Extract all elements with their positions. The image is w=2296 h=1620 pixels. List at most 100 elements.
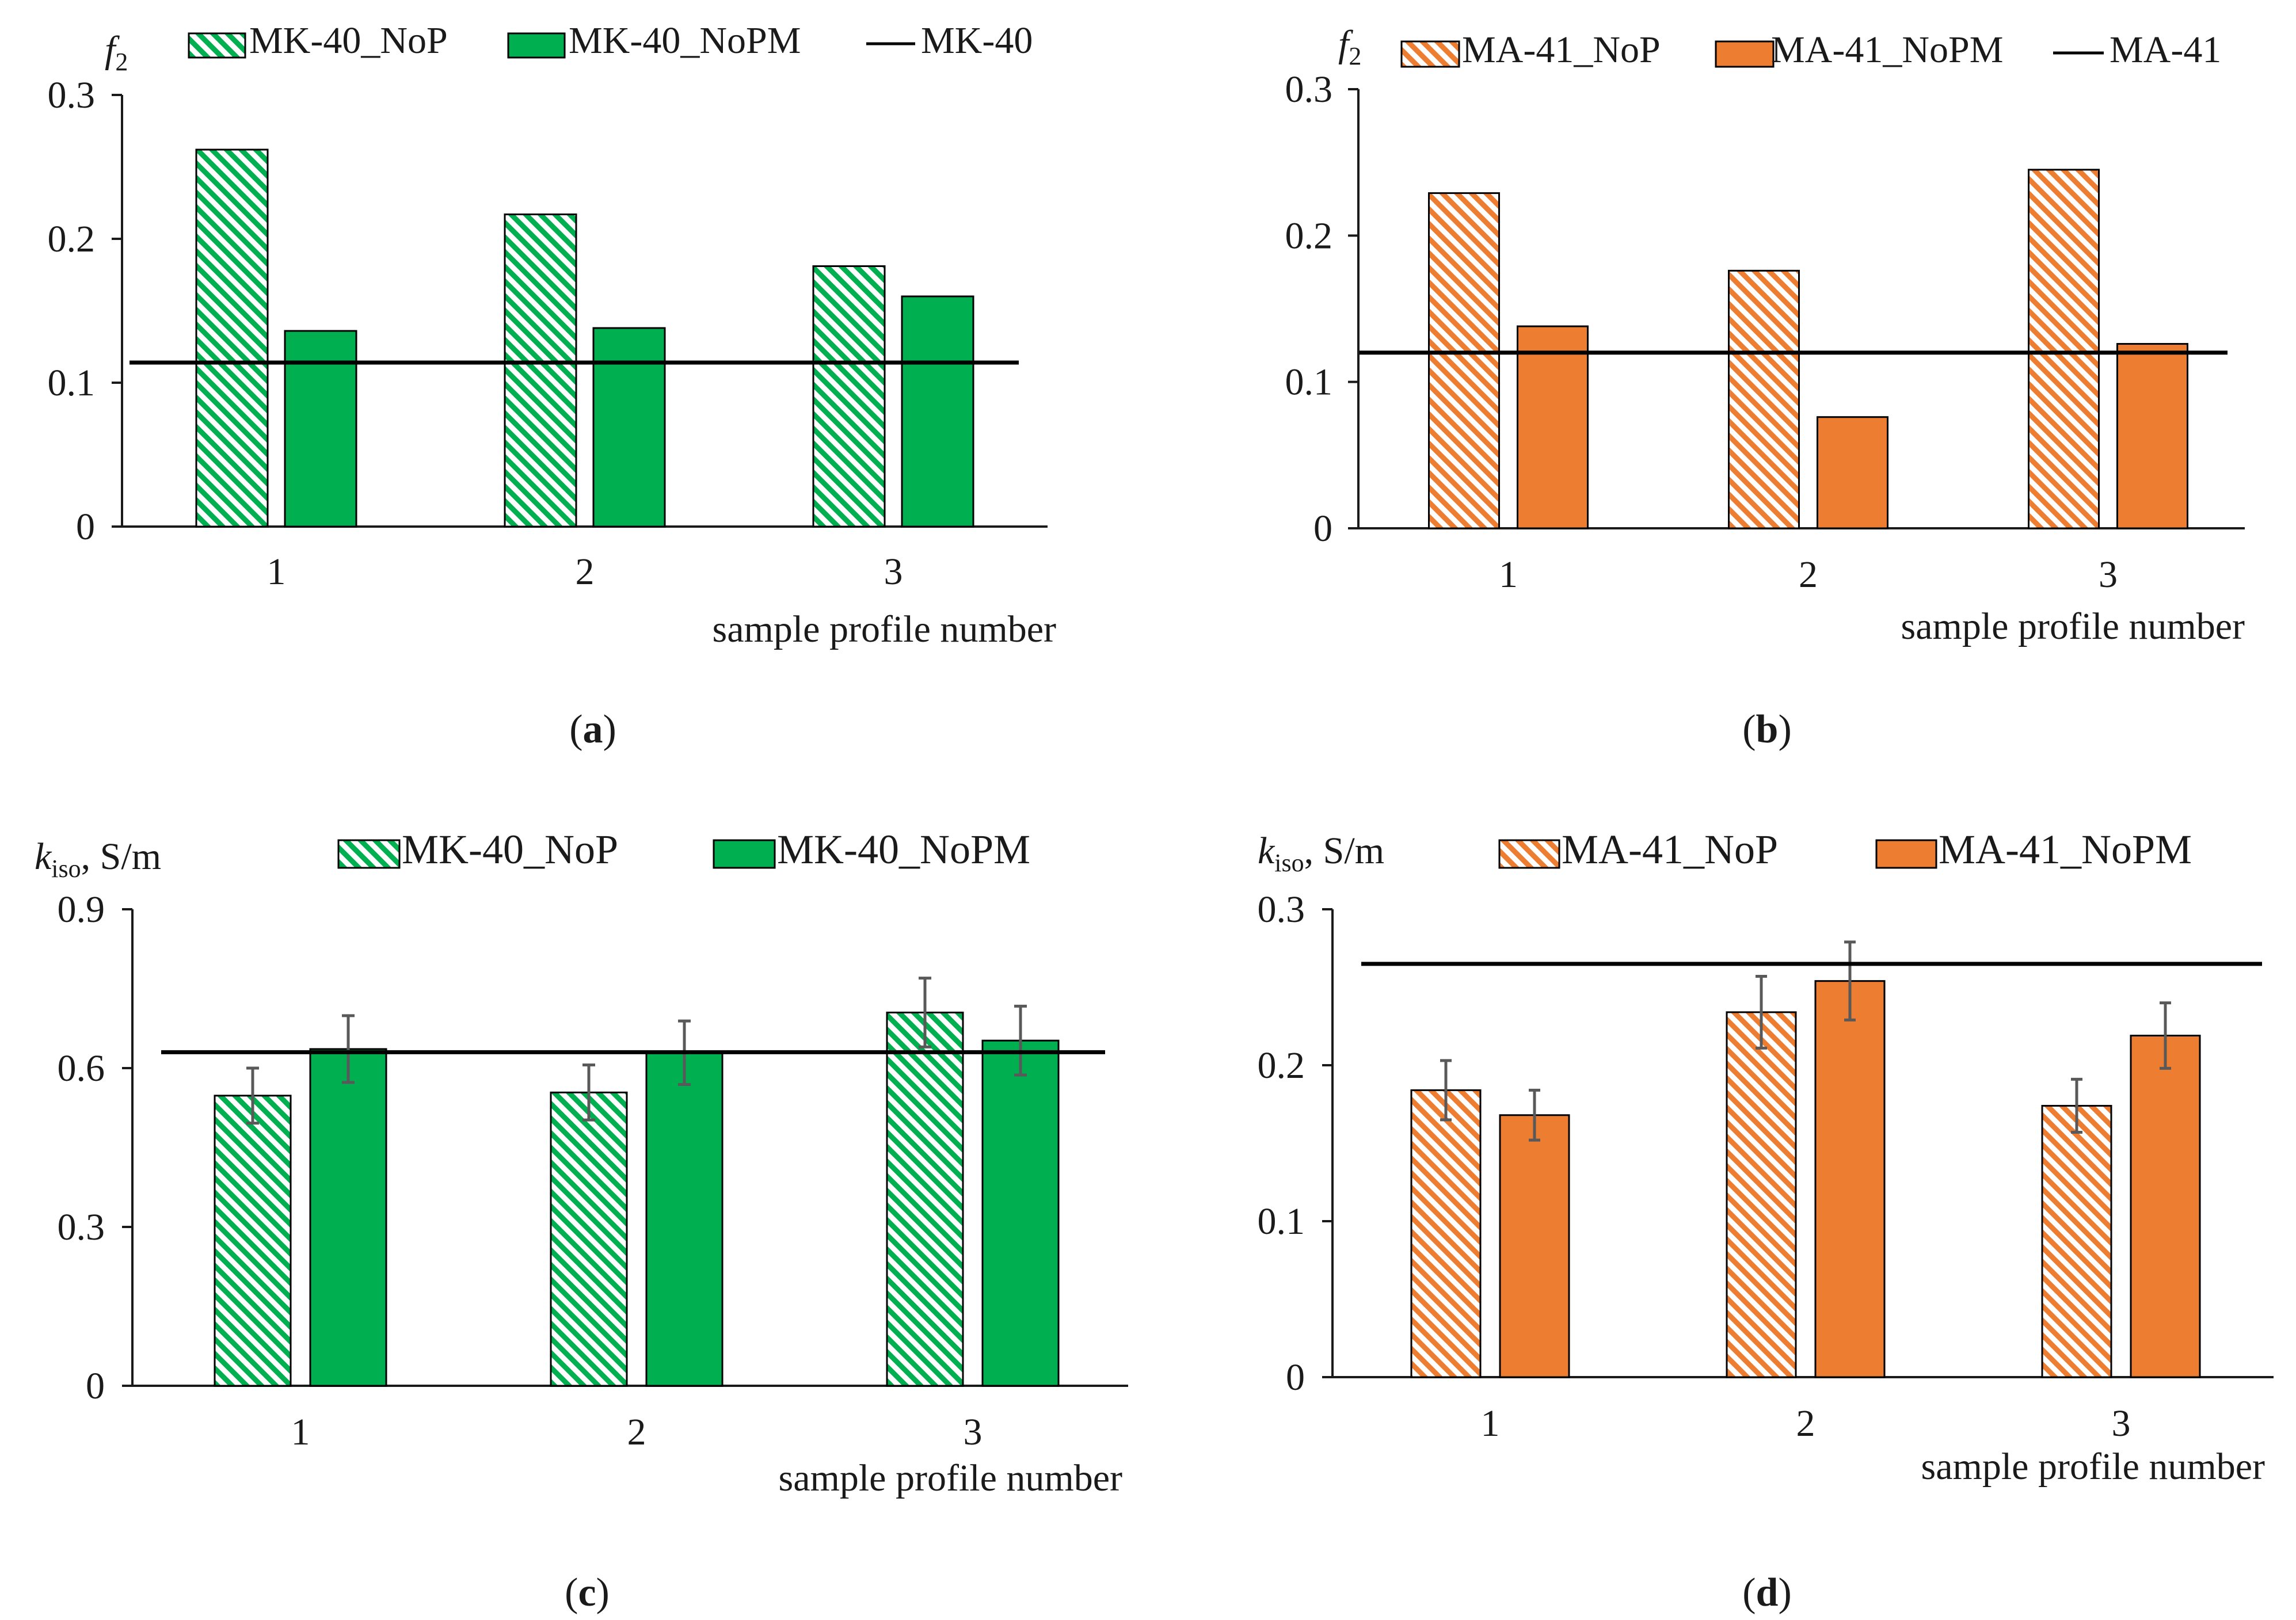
bar-hatched-group-2 — [1728, 269, 1800, 529]
legend-label: MA-41_NoPM — [1939, 826, 2192, 872]
x-tick-label: 3 — [884, 551, 903, 593]
panel-b-legend: MA-41_NoP MA-41_NoPM MA-41 — [1400, 29, 2221, 71]
bar-solid-group-2 — [645, 1051, 724, 1387]
panel-c-legend: MK-40_NoP MK-40_NoPM — [337, 826, 1030, 872]
error-bar — [2160, 1001, 2171, 1070]
panel-a-x-title: sample profile number — [713, 608, 1057, 650]
panel-a-y-title: f2 — [105, 29, 128, 76]
x-tick-label: 2 — [576, 551, 595, 593]
panel-a-legend: MK-40_NoP MK-40_NoPM MK-40 — [188, 20, 1033, 62]
bar-solid-group-2 — [1814, 980, 1886, 1378]
y-tick-label: 0.1 — [1258, 1200, 1305, 1242]
legend-swatch — [713, 839, 776, 869]
panel-b-label: (b) — [1742, 707, 1792, 752]
y-tick-label: 0.2 — [1258, 1045, 1305, 1087]
x-tick-label: 3 — [2112, 1402, 2131, 1444]
legend-label: MA-41_NoP — [1562, 826, 1778, 872]
legend-swatch — [337, 839, 401, 869]
panel-c-x-title: sample profile number — [779, 1457, 1123, 1499]
legend-swatch — [1498, 839, 1560, 869]
panel-c-y-title-main: k — [35, 836, 52, 878]
panel-d-x-title: sample profile number — [1921, 1446, 2265, 1488]
bar-hatched-group-1 — [214, 1095, 292, 1387]
x-tick-label: 1 — [267, 551, 286, 593]
bar-solid-group-1 — [284, 330, 357, 528]
panel-d-label: (d) — [1742, 1571, 1792, 1615]
bar-hatched-group-3 — [886, 1011, 964, 1387]
x-tick-label: 3 — [964, 1411, 983, 1453]
panel-d-y-title-main: k — [1258, 830, 1275, 872]
bar-solid-group-2 — [1817, 416, 1888, 529]
bar-hatched-group-2 — [1726, 1011, 1797, 1378]
legend-swatch — [507, 32, 566, 59]
legend-label: MA-41_NoP — [1462, 29, 1661, 71]
bar-hatched-group-1 — [1410, 1089, 1482, 1378]
x-tick-label: 1 — [291, 1411, 310, 1453]
legend-swatch — [1400, 40, 1460, 68]
y-tick-label: 0.3 — [1285, 68, 1333, 110]
panel-b-y-title-sub: 2 — [1349, 42, 1361, 70]
y-tick-label: 0 — [1313, 508, 1332, 550]
bar-hatched-group-1 — [195, 148, 269, 528]
y-tick-label: 0 — [1286, 1356, 1305, 1398]
error-bar — [246, 1066, 259, 1125]
y-tick-label: 0.2 — [48, 218, 96, 260]
chart-panel-c: kiso, S/m 0 0.3 0.6 0.9 1 2 3 MK-40_NoP MK-40_N… — [35, 826, 1128, 1615]
error-bar — [1440, 1059, 1452, 1122]
y-tick-label: 0.6 — [58, 1047, 105, 1089]
bar-solid-group-2 — [592, 327, 666, 528]
x-tick-label: 1 — [1481, 1402, 1500, 1444]
chart-panel-d: kiso, S/m 00.10.20.31 2 3 MA-41_NoP MA-41_N… — [1258, 826, 2274, 1615]
bar-hatched-group-3 — [2028, 169, 2100, 529]
bar-hatched-group-1 — [1428, 192, 1500, 529]
legend-label: MK-40_NoPM — [777, 826, 1030, 872]
x-tick-label: 3 — [2099, 554, 2118, 596]
error-bar — [1756, 975, 1767, 1050]
legend-swatch — [1875, 839, 1937, 869]
y-tick-label: 0.3 — [1258, 889, 1305, 931]
error-bar — [582, 1063, 595, 1122]
panel-b-x-title: sample profile number — [1901, 605, 2245, 647]
bar-hatched-group-2 — [504, 214, 577, 528]
bar-hatched-group-2 — [550, 1091, 628, 1387]
panel-d-y-title-sub: iso — [1274, 849, 1304, 877]
legend-label: MK-40_NoPM — [569, 20, 801, 62]
panel-c-y-title-unit: , S/m — [81, 836, 161, 878]
legend-label: MA-41_NoPM — [1771, 29, 2003, 71]
legend-swatch — [1715, 40, 1775, 68]
x-tick-label: 2 — [1799, 554, 1818, 596]
y-tick-label: 0 — [76, 506, 95, 548]
panel-b-y-title: f2 — [1338, 23, 1361, 70]
bar-solid-group-3 — [981, 1039, 1060, 1387]
panel-c-y-title-sub: iso — [51, 855, 81, 883]
bar-hatched-group-3 — [2041, 1104, 2112, 1378]
legend-label: MK-40 — [921, 20, 1033, 62]
bar-solid-group-3 — [2130, 1035, 2201, 1378]
chart-panel-a: f2 00.10.20.31 2 3 MK-40_NoP MK-40_NoPM MK-4… — [48, 20, 1057, 752]
bar-solid-group-3 — [901, 295, 974, 528]
panel-a-y-title-sub: 2 — [115, 48, 128, 76]
y-tick-label: 0.3 — [58, 1206, 105, 1248]
bar-hatched-group-3 — [812, 265, 886, 528]
error-bar — [342, 1014, 355, 1084]
y-tick-label: 0 — [86, 1365, 105, 1407]
chart-panel-b: f2 00.10.20.31 2 3 MA-41_NoP MA-41_NoPM MA-4… — [1285, 23, 2245, 752]
bar-solid-group-1 — [1499, 1114, 1570, 1378]
y-tick-label: 0.9 — [58, 889, 105, 931]
panel-d-y-title: kiso, S/m — [1258, 830, 1384, 877]
error-bar — [1844, 940, 1856, 1021]
y-tick-label: 0.2 — [1285, 215, 1333, 257]
panel-a-plot: 0 0.1 0.2 0.3 1 2 3 — [48, 74, 1048, 593]
panel-d-y-title-unit: , S/m — [1304, 830, 1384, 872]
panel-c-y-title: kiso, S/m — [35, 836, 161, 883]
x-tick-label: 1 — [1499, 554, 1518, 596]
panel-a-label: (a) — [569, 707, 616, 752]
bar-solid-group-3 — [2116, 343, 2188, 529]
legend-swatch — [188, 32, 246, 59]
bar-solid-group-1 — [1517, 325, 1589, 529]
x-tick-label: 2 — [627, 1411, 646, 1453]
panel-d-plot: 0 0.1 0.2 0.3 1 2 3 — [1258, 889, 2274, 1444]
legend-label: MA-41 — [2110, 29, 2221, 71]
y-tick-label: 0.1 — [48, 362, 96, 404]
